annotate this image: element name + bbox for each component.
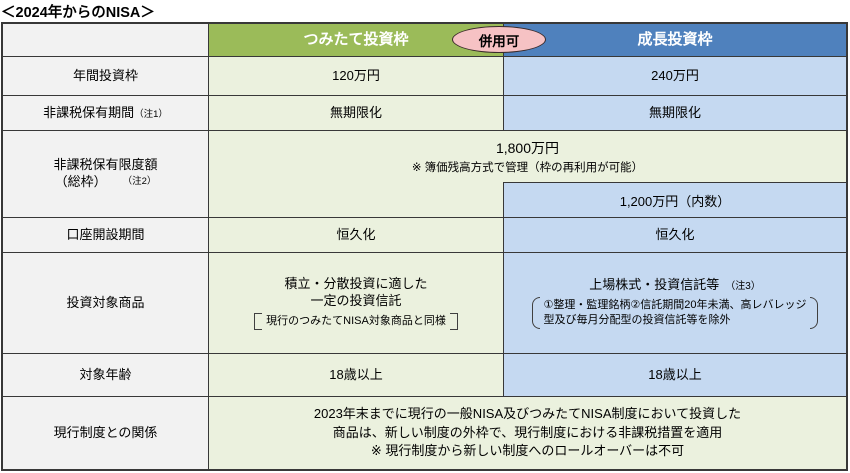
products-tsumitate-bracket-text: 現行のつみたてNISA対象商品と同様 — [266, 314, 446, 327]
limit-total-value: 1,800万円 — [495, 140, 560, 156]
nisa-comparison-table: つみたて投資枠 成長投資枠 年間投資枠 120万円 240万円 非課税保有期間（… — [1, 22, 848, 471]
period-growth-value: 無期限化 — [504, 96, 846, 130]
right-square-bracket — [449, 312, 458, 330]
products-growth-bracket: ①整理・監理銘柄②信託期間20年未満、高レバレッジ 型及び毎月分配型の投資信託等… — [531, 297, 819, 329]
products-tsumitate-line2: 一定の投資信託 — [310, 293, 402, 309]
products-tsumitate-line1: 積立・分散投資に適した — [284, 276, 428, 292]
annual-tsumitate-value: 120万円 — [209, 57, 503, 95]
row-label-limit: 非課税保有限度額 （総枠） （注2） — [3, 131, 208, 217]
row-label-age: 対象年齢 — [3, 354, 208, 396]
row-label-annual: 年間投資枠 — [3, 57, 208, 95]
products-growth-cell: 上場株式・投資信託等 （注3） ①整理・監理銘柄②信託期間20年未満、高レバレッ… — [504, 253, 846, 353]
row-label-account: 口座開設期間 — [3, 218, 208, 252]
header-growth: 成長投資枠 — [504, 24, 846, 56]
limit-label-subframe: （総枠） — [54, 174, 107, 189]
period-note: （注1） — [134, 108, 168, 120]
products-growth-note: （注3） — [725, 281, 761, 293]
relation-line3: ※ 現行制度から新しい制度へのロールオーバーは不可 — [370, 443, 685, 459]
right-paren-bracket — [810, 297, 819, 329]
products-growth-bracket-line2: 型及び毎月分配型の投資信託等を除外 — [543, 313, 731, 326]
left-paren-bracket — [531, 297, 540, 329]
limit-note: （注2） — [122, 176, 157, 188]
age-tsumitate-value: 18歳以上 — [209, 354, 503, 396]
products-growth-bracket-line1: ①整理・監理銘柄②信託期間20年未満、高レバレッジ — [543, 299, 807, 312]
period-tsumitate-value: 無期限化 — [209, 96, 503, 130]
age-growth-value: 18歳以上 — [504, 354, 846, 396]
relation-line2: 商品は、新しい制度の外枠で、現行制度における非課税措置を適用 — [332, 424, 723, 440]
annual-growth-value: 240万円 — [504, 57, 846, 95]
limit-total-block: 1,800万円 ※ 簿価残高方式で管理（枠の再利用が可能） — [209, 131, 846, 182]
header-empty-cell — [3, 24, 208, 56]
left-square-bracket — [254, 312, 263, 330]
row-label-relation: 現行制度との関係 — [3, 397, 208, 469]
products-tsumitate-bracket: 現行のつみたてNISA対象商品と同様 — [254, 312, 458, 330]
products-tsumitate-cell: 積立・分散投資に適した 一定の投資信託 現行のつみたてNISA対象商品と同様 — [209, 253, 503, 353]
limit-label-line1: 非課税保有限度額 — [53, 157, 158, 173]
limit-label-line2: （総枠） （注2） — [3, 174, 208, 191]
account-growth-value: 恒久化 — [504, 218, 846, 252]
products-growth-bracket-text: ①整理・監理銘柄②信託期間20年未満、高レバレッジ 型及び毎月分配型の投資信託等… — [540, 297, 811, 329]
combined-use-badge: 併用可 — [452, 26, 546, 53]
limit-sub-row: 1,200万円（内数） — [209, 182, 846, 217]
limit-sub-growth-value: 1,200万円（内数） — [503, 182, 846, 217]
page-title: ＜2024年からのNISA＞ — [1, 5, 155, 21]
relation-merged-cell: 2023年末までに現行の一般NISA及びつみたてNISA制度において投資した 商… — [209, 397, 846, 469]
limit-merged-cell: 1,800万円 ※ 簿価残高方式で管理（枠の再利用が可能） 1,200万円（内数… — [209, 131, 846, 217]
row-label-products: 投資対象商品 — [3, 253, 208, 353]
period-label-text: 非課税保有期間（注1） — [43, 104, 168, 120]
relation-line1: 2023年末までに現行の一般NISA及びつみたてNISA制度において投資した — [313, 405, 742, 421]
limit-sub-tsumitate-empty — [209, 182, 503, 217]
account-tsumitate-value: 恒久化 — [209, 218, 503, 252]
limit-total-note: ※ 簿価残高方式で管理（枠の再利用が可能） — [411, 162, 644, 174]
row-label-period: 非課税保有期間（注1） — [3, 96, 208, 130]
products-growth-title: 上場株式・投資信託等 — [589, 277, 720, 293]
products-growth-title-row: 上場株式・投資信託等 （注3） — [589, 277, 761, 294]
